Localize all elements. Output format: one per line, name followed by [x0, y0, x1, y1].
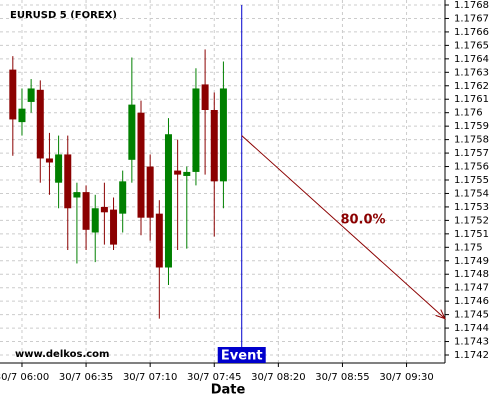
y-tick-label: 1.1746 [454, 296, 489, 307]
candle-body [64, 154, 72, 209]
y-tick-label: 1.1754 [454, 188, 489, 199]
forecast-label: 80.0% [340, 213, 385, 228]
candle-body [128, 104, 136, 160]
x-tick-label: 30/7 08:55 [315, 372, 369, 383]
candle-body [55, 154, 63, 183]
candle-body [119, 181, 127, 214]
y-tick-label: 1.1762 [454, 81, 489, 92]
candle-body [219, 88, 227, 182]
candle-body [36, 89, 44, 159]
y-tick-label: 1.1756 [454, 162, 489, 173]
candle-body [91, 208, 99, 233]
x-tick-label: 30/7 07:10 [123, 372, 177, 383]
candle-body [201, 84, 209, 110]
candle-body [137, 112, 145, 218]
candle-body [210, 110, 218, 182]
candle-body [9, 69, 17, 120]
candle-body [164, 134, 172, 268]
event-box [217, 347, 266, 363]
y-tick-label: 1.1747 [454, 283, 489, 294]
y-tick-label: 1.1752 [454, 215, 489, 226]
watermark: www.delkos.com [15, 349, 109, 360]
y-tick-label: 1.1755 [454, 175, 489, 186]
candle-body [146, 166, 154, 218]
forecast-arrow [241, 135, 446, 320]
y-tick-label: 1.1767 [454, 13, 489, 24]
y-tick-label: 1.1743 [454, 337, 489, 348]
arrow-head [435, 309, 446, 320]
chart-title: EURUSD 5 (FOREX) [10, 10, 117, 21]
y-tick-label: 1.1759 [454, 121, 489, 132]
candle-body [27, 88, 35, 102]
candle-body [155, 213, 163, 268]
x-tick-label: 30/7 08:20 [251, 372, 305, 383]
x-tick-label: 30/7 07:45 [187, 372, 241, 383]
x-tick-label: 30/7 06:00 [0, 372, 49, 383]
y-tick-label: 1.1761 [454, 94, 489, 105]
y-tick-label: 1.1744 [454, 323, 489, 334]
candle-body [183, 171, 191, 176]
x-axis-label: Date [211, 383, 246, 398]
candle-body [110, 209, 118, 245]
y-tick-label: 1.1757 [454, 148, 489, 159]
y-tick-label: 1.176 [454, 108, 483, 119]
candle-body [100, 206, 108, 213]
y-tick-label: 1.1764 [454, 54, 489, 65]
y-tick-label: 1.1745 [454, 310, 489, 321]
y-tick-label: 1.1753 [454, 202, 489, 213]
y-tick-label: 1.1748 [454, 269, 489, 280]
event-label: Event [221, 349, 263, 364]
y-tick-label: 1.175 [454, 242, 483, 253]
x-tick-label: 30/7 06:35 [59, 372, 113, 383]
y-tick-label: 1.1766 [454, 27, 489, 38]
candle-body [18, 108, 26, 123]
y-tick-label: 1.1758 [454, 135, 489, 146]
candle-body [174, 170, 182, 175]
y-tick-label: 1.1768 [454, 0, 489, 11]
candle-body [45, 158, 53, 163]
candle-body [82, 192, 90, 230]
y-tick-label: 1.1749 [454, 256, 489, 267]
y-tick-label: 1.1751 [454, 229, 489, 240]
y-tick-label: 1.1742 [454, 350, 489, 361]
x-tick-label: 30/7 09:30 [379, 372, 433, 383]
y-tick-label: 1.1763 [454, 67, 489, 78]
y-tick-label: 1.1765 [454, 40, 489, 51]
candle-body [73, 192, 81, 198]
candle-body [192, 88, 200, 172]
